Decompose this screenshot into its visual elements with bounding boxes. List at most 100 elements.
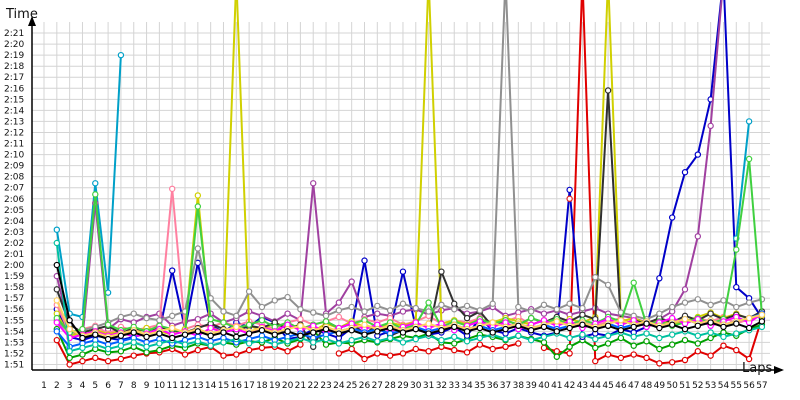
data-point [53, 239, 61, 247]
data-point [194, 346, 202, 354]
data-point [79, 357, 86, 365]
series-segment [696, 124, 712, 238]
data-point [656, 345, 663, 353]
data-point [66, 325, 73, 333]
x-tick-label: 26 [359, 381, 371, 391]
series-segment [81, 193, 97, 331]
data-point [668, 214, 676, 221]
data-point [451, 306, 458, 313]
data-point [566, 334, 573, 342]
data-point [681, 356, 689, 364]
data-point [181, 351, 189, 358]
data-point [707, 334, 714, 342]
data-point [348, 327, 355, 334]
data-point [233, 351, 240, 358]
data-point [553, 348, 561, 355]
data-point [220, 319, 227, 326]
data-point [643, 354, 650, 362]
data-point [720, 297, 727, 304]
data-point [656, 360, 663, 367]
series-segment [491, 0, 506, 305]
x-tick-label: 52 [692, 381, 703, 391]
x-tick-label: 43 [577, 381, 588, 391]
data-point [668, 341, 676, 348]
data-point [540, 323, 548, 331]
series-segment [248, 290, 263, 309]
x-tick-label: 30 [410, 381, 422, 391]
x-tick-label: 6 [105, 381, 111, 391]
data-point [668, 331, 676, 338]
data-point [681, 299, 689, 306]
data-point [540, 301, 548, 309]
data-point [322, 335, 330, 343]
series-layer [53, 0, 766, 368]
series-5 [53, 0, 723, 342]
y-tick-label: 2:02 [4, 239, 24, 249]
data-point [489, 300, 496, 307]
data-point [130, 352, 137, 359]
data-point [143, 349, 150, 356]
data-point [79, 351, 86, 358]
series-segment [607, 89, 622, 326]
data-point [361, 331, 368, 338]
y-tick-label: 2:08 [4, 173, 24, 183]
data-point [592, 344, 599, 352]
data-point [310, 309, 317, 316]
series-segment [684, 153, 699, 174]
series-segment [235, 290, 251, 317]
y-tick-label: 2:09 [4, 162, 24, 172]
data-point [720, 323, 727, 331]
series-9 [53, 0, 766, 337]
data-point [707, 319, 714, 326]
data-point [707, 301, 714, 309]
data-point [194, 328, 202, 335]
data-point [310, 329, 317, 336]
x-tick-label: 8 [131, 381, 137, 391]
x-tick-label: 9 [144, 381, 150, 391]
x-tick-label: 3 [67, 381, 73, 391]
x-tick-label: 24 [333, 381, 345, 391]
y-tick-label: 2:05 [4, 206, 24, 216]
series-segment [542, 341, 558, 358]
data-point [245, 288, 253, 295]
data-point [310, 180, 317, 187]
data-point [194, 203, 202, 210]
data-point [348, 278, 355, 285]
data-point [566, 343, 573, 350]
x-axis-arrow [774, 366, 784, 374]
data-point [79, 325, 86, 333]
data-point [553, 306, 561, 313]
data-point [53, 319, 61, 326]
data-point [168, 312, 176, 320]
data-point [527, 308, 535, 315]
data-point [451, 346, 458, 354]
x-tick-label: 34 [461, 381, 473, 391]
data-point [592, 325, 599, 333]
y-axis-arrow [28, 16, 36, 26]
data-point [194, 192, 202, 199]
data-point [117, 348, 125, 355]
data-point [156, 346, 163, 354]
data-point [168, 334, 176, 342]
y-tick-label: 1:54 [4, 327, 24, 337]
data-point [117, 355, 125, 363]
data-point [502, 325, 509, 333]
data-point [617, 317, 625, 324]
data-point [463, 349, 471, 356]
data-point [386, 334, 394, 342]
data-point [92, 354, 99, 362]
data-point [681, 315, 689, 323]
data-point [502, 335, 509, 343]
data-point [245, 340, 253, 347]
data-point [53, 261, 61, 269]
data-point [335, 307, 343, 314]
data-point [630, 279, 637, 286]
data-point [374, 310, 381, 317]
x-tick-label: 39 [525, 381, 537, 391]
data-point [604, 340, 612, 347]
data-point [438, 336, 445, 344]
y-tick-label: 2:17 [4, 73, 24, 83]
data-point [53, 336, 61, 344]
x-tick-label: 44 [590, 381, 602, 391]
